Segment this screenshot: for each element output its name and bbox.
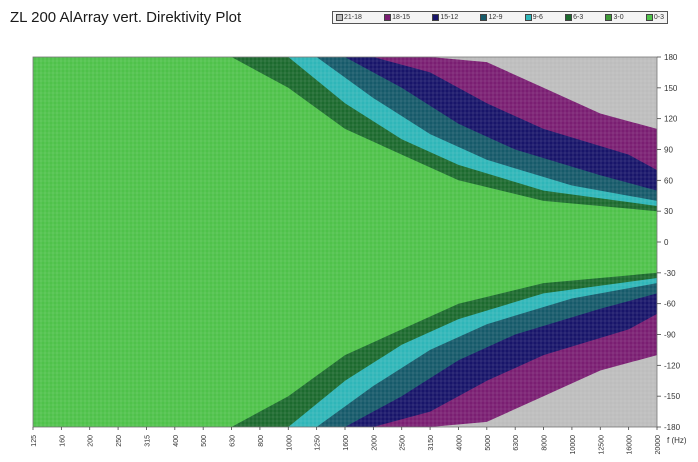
- x-tick-label: 1600: [343, 435, 350, 451]
- legend-label: 12-9: [488, 14, 503, 21]
- legend-label: 18-15: [392, 14, 411, 21]
- legend-label: 9-6: [532, 14, 543, 21]
- legend-item: 6-3: [565, 14, 583, 21]
- legend: 21-18 18-15 15-12 12-9 9-6 6-3 3-0 0-3: [332, 11, 668, 24]
- legend-swatch: [605, 14, 613, 21]
- x-axis-label: f (Hz): [667, 436, 687, 445]
- x-tick-label: 5000: [485, 435, 492, 451]
- y-tick-label: 120: [664, 115, 678, 124]
- legend-label: 21-18: [344, 14, 362, 21]
- x-tick-label: 3150: [428, 435, 435, 451]
- y-tick-label: -60: [664, 300, 676, 309]
- y-tick-label: -180: [664, 423, 681, 432]
- legend-item: 15-12: [432, 14, 458, 21]
- y-tick-label: 0: [664, 238, 669, 247]
- legend-item: 18-15: [384, 14, 410, 21]
- legend-swatch: [524, 14, 532, 21]
- legend-label: 15-12: [440, 14, 459, 21]
- legend-item: 0-3: [645, 14, 664, 21]
- x-tick-label: 2500: [400, 435, 407, 451]
- x-tick-label: 1250: [315, 435, 322, 451]
- legend-item: 9-6: [524, 14, 543, 21]
- legend-swatch: [565, 14, 573, 21]
- x-tick-label: 8000: [542, 435, 549, 451]
- y-tick-label: 180: [664, 53, 678, 62]
- grid: [32, 56, 658, 427]
- x-tick-label: 160: [59, 435, 66, 447]
- y-tick-label: -90: [664, 331, 676, 340]
- legend-swatch: [432, 14, 440, 21]
- x-tick-label: 315: [144, 435, 151, 447]
- x-tick-label: 20000: [655, 435, 662, 455]
- chart-title: ZL 200 AlArray vert. Direktivity Plot: [10, 9, 242, 26]
- x-tick-label: 12500: [598, 435, 605, 455]
- legend-swatch: [384, 14, 392, 21]
- contour-21-18-upper: [430, 57, 657, 129]
- legend-label: 6-3: [573, 14, 584, 21]
- x-tick-label: 10000: [570, 435, 577, 455]
- legend-label: 0-3: [653, 14, 664, 21]
- legend-swatch: [336, 14, 343, 21]
- y-tick-label: -120: [664, 361, 681, 370]
- legend-item: 21-18: [336, 14, 362, 21]
- y-tick-label: 90: [664, 146, 673, 155]
- x-tick-label: 16000: [627, 435, 634, 455]
- y-tick-label: 60: [664, 176, 673, 185]
- x-tick-label: 125: [31, 435, 38, 447]
- y-tick-label: -30: [664, 269, 676, 278]
- x-tick-label: 800: [258, 435, 265, 447]
- x-tick-label: 200: [88, 435, 95, 447]
- x-tick-label: 4000: [456, 435, 463, 451]
- legend-label: 3-0: [613, 14, 624, 21]
- legend-swatch: [480, 14, 488, 21]
- contour-21-18-lower: [430, 355, 657, 427]
- legend-swatch: [645, 14, 653, 21]
- x-tick-label: 630: [230, 435, 237, 447]
- x-tick-label: 6300: [513, 435, 520, 451]
- legend-item: 12-9: [480, 14, 502, 21]
- y-tick-label: -150: [664, 392, 681, 401]
- y-tick-label: 150: [664, 84, 678, 93]
- x-tick-label: 2000: [371, 435, 378, 451]
- x-tick-label: 1000: [286, 435, 293, 451]
- legend-item: 3-0: [605, 14, 624, 21]
- y-tick-label: 30: [664, 207, 673, 216]
- x-tick-label: 500: [201, 435, 208, 447]
- x-tick-label: 400: [173, 435, 180, 447]
- x-tick-label: 250: [116, 435, 123, 447]
